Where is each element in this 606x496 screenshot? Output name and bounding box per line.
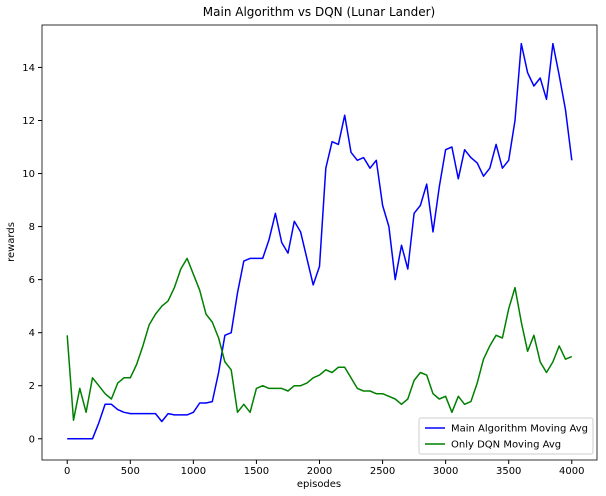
legend-box — [418, 417, 594, 455]
x-tick-label: 1000 — [181, 466, 206, 477]
chart-title: Main Algorithm vs DQN (Lunar Lander) — [203, 5, 435, 19]
x-tick-label: 3000 — [433, 466, 458, 477]
y-tick-label: 12 — [22, 116, 35, 127]
y-tick-label: 0 — [29, 434, 35, 445]
y-tick-label: 8 — [29, 222, 35, 233]
x-tick-label: 500 — [121, 466, 140, 477]
x-tick-label: 2000 — [307, 466, 332, 477]
y-tick-label: 14 — [22, 63, 35, 74]
series-line — [67, 42, 573, 440]
y-tick-label: 6 — [29, 275, 35, 286]
x-tick-label: 3500 — [496, 466, 521, 477]
y-tick-label: 4 — [29, 328, 35, 339]
x-tick-label: 2500 — [370, 466, 395, 477]
y-tick-label: 2 — [29, 381, 35, 392]
y-axis-label: rewards — [6, 222, 17, 262]
series-line — [66, 257, 573, 421]
x-tick-label: 1500 — [244, 466, 269, 477]
x-axis-label: episodes — [297, 479, 341, 490]
plot-frame — [41, 24, 598, 461]
x-tick-label: 0 — [64, 466, 70, 477]
legend-label: Main Algorithm Moving Avg — [451, 424, 588, 435]
y-tick-label: 10 — [22, 169, 35, 180]
x-tick-label: 4000 — [559, 466, 584, 477]
legend-label: Only DQN Moving Avg — [451, 440, 561, 451]
